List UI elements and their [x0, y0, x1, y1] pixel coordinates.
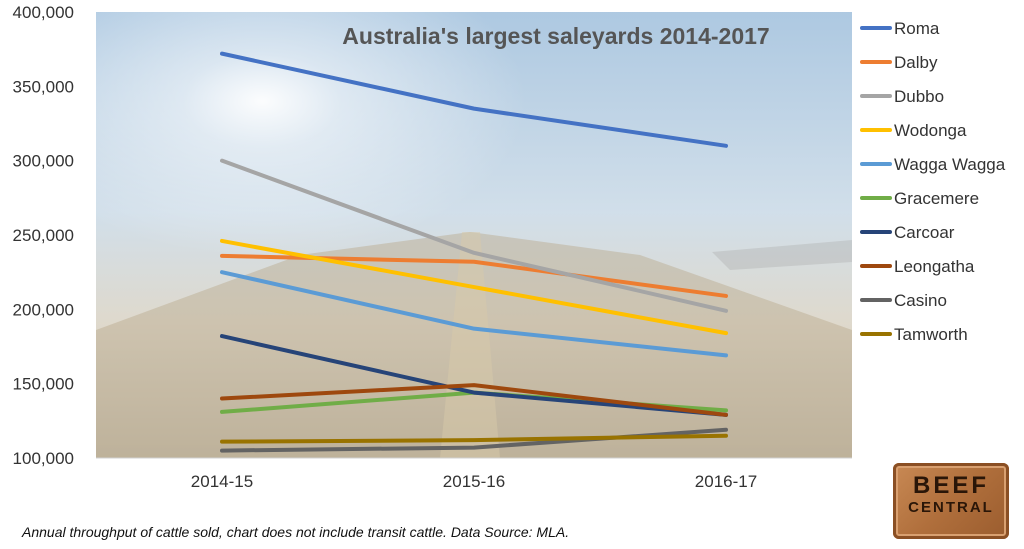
- legend-label-carcoar: Carcoar: [894, 223, 955, 242]
- y-tick-label: 150,000: [13, 375, 74, 394]
- series-lines: [220, 51, 728, 453]
- axes: 100,000 150,000 200,000 250,000 300,000 350,0…: [13, 3, 852, 491]
- legend-label-roma: Roma: [894, 19, 940, 38]
- x-tick-label: 2016-17: [695, 472, 757, 491]
- legend-label-wodonga: Wodonga: [894, 121, 967, 140]
- y-tick-label: 350,000: [13, 77, 74, 96]
- y-tick-label: 200,000: [13, 300, 74, 319]
- x-tick-label: 2015-16: [443, 472, 505, 491]
- series-line-tamworth: [220, 433, 728, 444]
- legend: Roma Dalby Dubbo Wodonga Wagga Wagga Gracemer…: [860, 19, 1006, 344]
- series-line-wodonga: [220, 238, 728, 336]
- series-line-dubbo: [220, 158, 728, 313]
- series-line-roma: [220, 51, 728, 148]
- series-line-leongatha: [220, 383, 728, 417]
- background-photo: [96, 12, 852, 458]
- logo-text-top: BEEF: [912, 472, 989, 499]
- y-tick-label: 400,000: [13, 3, 74, 22]
- caption: Annual throughput of cattle sold, chart …: [22, 524, 570, 540]
- chart-title: Australia's largest saleyards 2014-2017: [342, 23, 769, 49]
- legend-label-leongatha: Leongatha: [894, 257, 975, 276]
- legend-label-casino: Casino: [894, 291, 947, 310]
- series-line-wagga-wagga: [220, 270, 728, 358]
- legend-label-wagga-wagga: Wagga Wagga: [894, 155, 1006, 174]
- y-tick-label: 300,000: [13, 152, 74, 171]
- legend-label-gracemere: Gracemere: [894, 189, 979, 208]
- series-line-carcoar: [220, 334, 728, 417]
- beef-central-logo: BEEF CENTRAL: [893, 463, 1009, 539]
- logo-text-bottom: CENTRAL: [908, 499, 994, 516]
- legend-label-dubbo: Dubbo: [894, 87, 944, 106]
- y-tick-label: 100,000: [13, 449, 74, 468]
- legend-label-tamworth: Tamworth: [894, 325, 968, 344]
- x-tick-label: 2014-15: [191, 472, 253, 491]
- legend-label-dalby: Dalby: [894, 53, 938, 72]
- y-tick-label: 250,000: [13, 226, 74, 245]
